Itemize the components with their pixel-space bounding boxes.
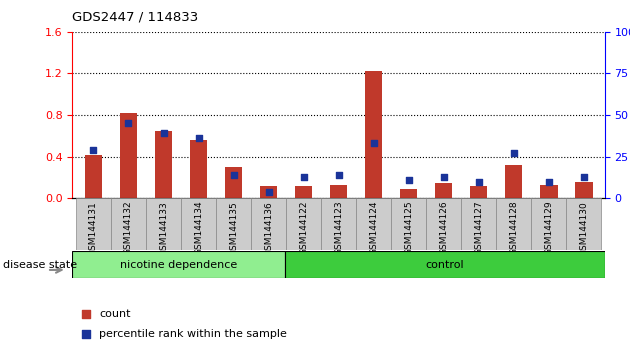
Bar [251,198,286,250]
Point [159,131,169,136]
Text: GSM144132: GSM144132 [124,201,133,256]
Text: GSM144134: GSM144134 [194,201,203,256]
Point [193,136,203,141]
Bar [120,113,137,198]
Point [123,120,134,126]
Bar [426,198,461,250]
Text: GSM144136: GSM144136 [264,201,273,256]
Point [369,141,379,146]
Bar [540,185,558,198]
Bar [496,198,531,250]
Bar [470,186,488,198]
Point [404,177,414,183]
Point [508,150,518,156]
Bar [216,198,251,250]
Bar [285,251,605,278]
Bar [76,198,111,250]
Point [544,179,554,184]
Bar [286,198,321,250]
Bar [575,182,593,198]
Text: GSM144124: GSM144124 [369,201,378,255]
Text: GSM144131: GSM144131 [89,201,98,256]
Bar [84,155,102,198]
Text: count: count [99,309,130,319]
Text: GSM144130: GSM144130 [580,201,588,256]
Text: GSM144122: GSM144122 [299,201,308,255]
Bar [400,189,418,198]
Text: GSM144135: GSM144135 [229,201,238,256]
Point [81,311,91,316]
Point [333,172,343,178]
Point [299,174,309,179]
Bar [181,198,216,250]
Text: GSM144129: GSM144129 [544,201,553,256]
Text: GSM144123: GSM144123 [334,201,343,256]
Bar [225,167,243,198]
Point [579,174,589,179]
Point [438,174,449,179]
Text: nicotine dependence: nicotine dependence [120,259,238,270]
Bar [155,131,172,198]
Bar [295,186,312,198]
Bar [566,198,601,250]
Text: GDS2447 / 114833: GDS2447 / 114833 [72,11,198,24]
Bar [531,198,566,250]
Point [88,147,98,153]
Point [81,331,91,337]
Bar [365,72,382,198]
Point [263,189,273,194]
Text: GSM144128: GSM144128 [509,201,518,256]
Bar [330,185,347,198]
Bar [260,186,277,198]
Bar [356,198,391,250]
Bar [505,165,522,198]
Bar [190,140,207,198]
Point [229,172,239,178]
Text: GSM144127: GSM144127 [474,201,483,256]
Bar [146,198,181,250]
Text: percentile rank within the sample: percentile rank within the sample [99,329,287,339]
Bar [321,198,356,250]
Point [474,179,484,184]
Text: GSM144133: GSM144133 [159,201,168,256]
Text: GSM144125: GSM144125 [404,201,413,256]
Bar [111,198,146,250]
Bar [72,251,285,278]
Text: control: control [426,259,464,270]
Bar [391,198,426,250]
Bar [461,198,496,250]
Bar [435,183,452,198]
Text: GSM144126: GSM144126 [439,201,448,256]
Text: disease state: disease state [3,260,77,270]
